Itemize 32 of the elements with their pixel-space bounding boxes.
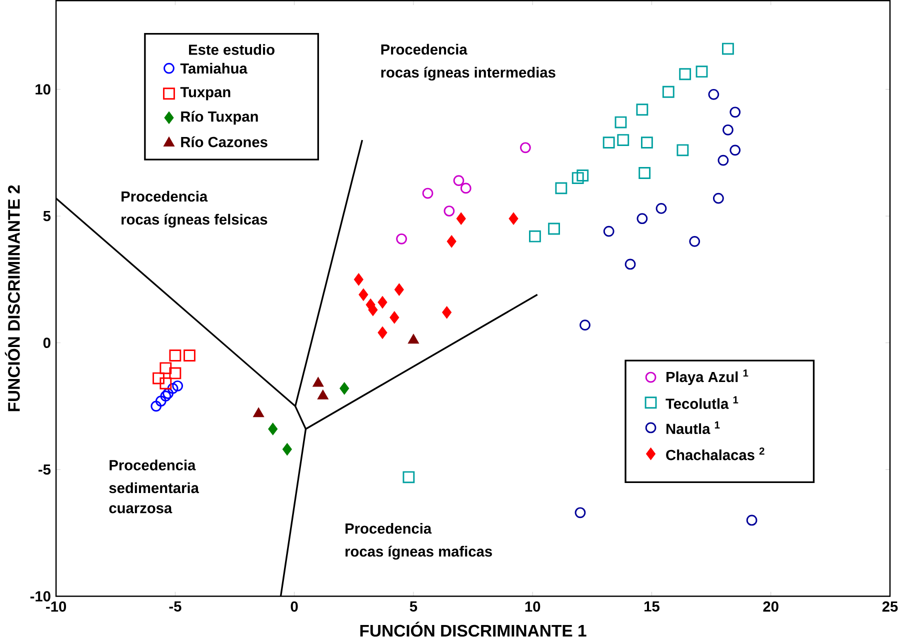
- x-tick-label: 20: [763, 602, 778, 612]
- annotation: Procedencia: [122, 191, 208, 202]
- annotation: rocas ígneas felsicas: [122, 214, 268, 228]
- x-tick-label: 10: [525, 602, 540, 612]
- annotation: rocas ígneas maficas: [346, 546, 492, 560]
- legend-label: Tuxpan: [180, 87, 230, 100]
- annotation: Procedencia: [110, 460, 196, 471]
- annotation: cuarzosa: [109, 505, 172, 514]
- legend-label: Nautla $^{1}$: [666, 422, 720, 434]
- legend-label: Playa Azul $^{1}$: [666, 370, 748, 386]
- annotation: sedimentaria: [109, 482, 200, 494]
- legend-label: Río Tuxpan: [181, 111, 258, 125]
- y-axis-title: FUNCIÓN DISCRIMINANTE 2: [4, 186, 20, 412]
- legend-title: Este estudio: [189, 44, 274, 56]
- y-tick-label: -5: [38, 464, 51, 475]
- y-tick-label: 5: [43, 211, 51, 222]
- y-tick-label: 10: [36, 84, 50, 95]
- legend-label: Río Cazones: [181, 136, 268, 148]
- y-tick-label: -10: [30, 591, 50, 602]
- annotation: Procedencia: [346, 523, 432, 534]
- legend-label: Chachalacas $^{2}$: [666, 448, 764, 460]
- x-tick-label: 0: [290, 602, 298, 612]
- x-axis-title: FUNCIÓN DISCRIMINANTE 1: [360, 622, 586, 637]
- annotation: rocas ígneas intermedias: [381, 66, 556, 81]
- y-tick-label: 0: [43, 338, 50, 348]
- x-tick-label: 5: [410, 602, 418, 612]
- x-tick-label: -5: [169, 602, 182, 612]
- annotation: Procedencia: [381, 44, 468, 55]
- x-tick-label: 25: [882, 602, 898, 612]
- legend-label: Tecolutla $^{1}$: [666, 396, 738, 410]
- x-tick-label: 15: [644, 602, 660, 612]
- legend-label: Tamiahua: [180, 63, 248, 74]
